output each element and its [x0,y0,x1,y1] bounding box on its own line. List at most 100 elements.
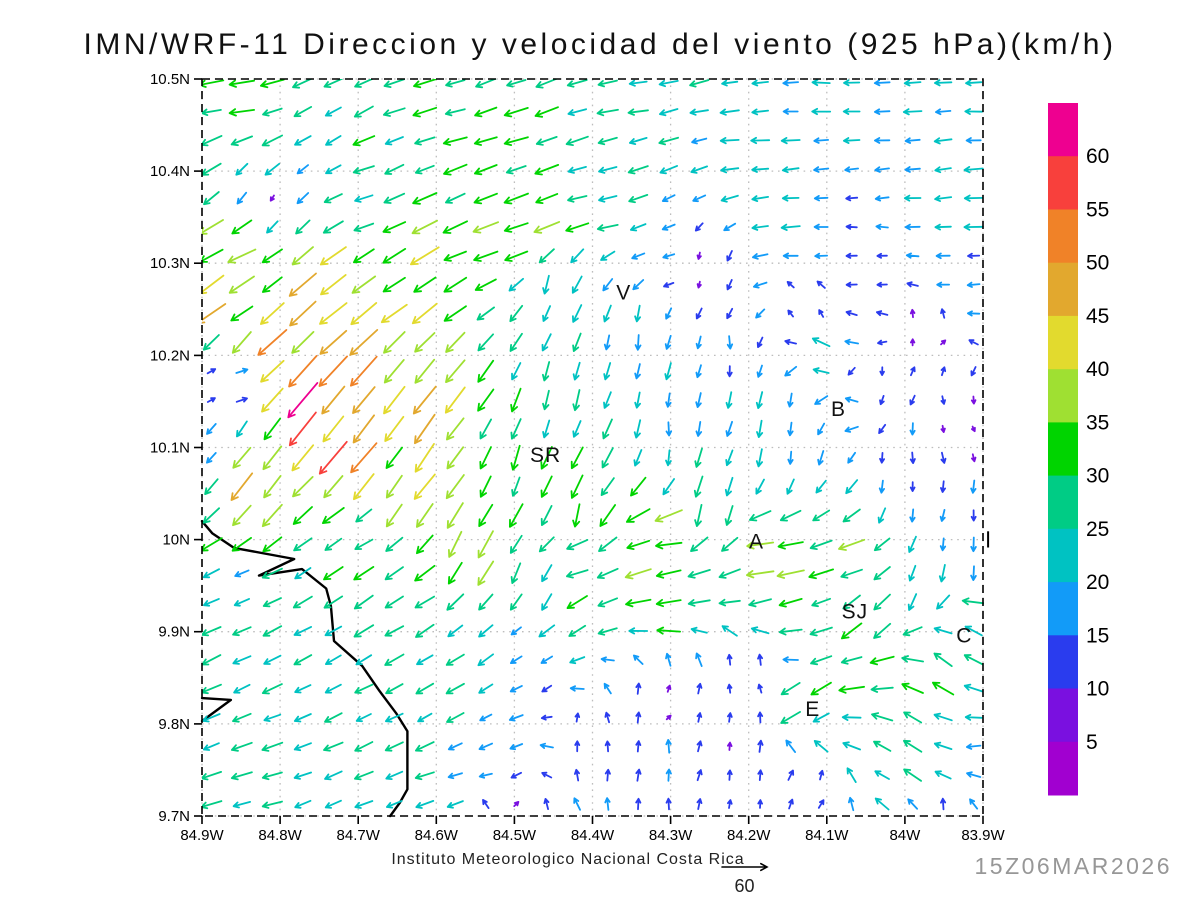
wind-vector [293,537,313,552]
wind-vector [206,452,217,464]
wind-vector [842,741,861,751]
wind-vector [908,564,917,582]
reference-arrow [721,862,769,872]
wind-vector [813,740,829,753]
wind-vector [785,739,796,753]
wind-vector [234,569,250,578]
wind-vector [503,107,529,118]
wind-vector [202,568,220,579]
wind-vector [756,419,764,438]
y-axis-tick-label: 9.7N [158,808,190,825]
wind-vector [633,449,643,467]
wind-vector [354,683,374,694]
wind-vector [963,194,984,202]
wind-vector [726,250,733,262]
y-axis-tick-label: 10.4N [150,163,190,180]
wind-vector [236,420,248,438]
wind-vector [293,771,312,780]
wind-vector [261,741,284,752]
wind-vector [663,282,675,288]
wind-vector [628,627,649,635]
wind-vector [626,539,651,550]
wind-vector [906,281,919,288]
wind-vector [787,450,794,465]
wind-vector [877,339,888,346]
wind-vector [292,506,313,525]
wind-vector [815,479,827,494]
wind-vector [448,530,463,558]
wind-vector [385,712,404,723]
wind-vector [721,79,739,87]
wind-vector [662,478,675,496]
wind-vector [655,598,682,608]
wind-vector [509,503,524,528]
wind-vector [812,367,830,374]
wind-vector [503,136,529,146]
colorbar-label: 55 [1086,199,1109,222]
wind-vector [903,711,923,724]
wind-vector [323,79,344,88]
wind-vector [658,136,679,146]
wind-vector [572,361,581,381]
wind-vector [600,250,616,261]
colorbar-segment [1048,582,1078,636]
wind-vector [447,772,463,780]
wind-vector [202,79,225,88]
x-axis-tick-label: 84.6W [415,827,459,844]
wind-vector [726,769,733,781]
wind-vector [940,339,947,346]
wind-vector [692,194,707,203]
wind-vector [509,685,523,693]
wind-vector [354,800,374,809]
wind-vector [571,275,583,294]
wind-vector [266,220,279,234]
wind-vector [934,166,952,174]
wind-vector [202,108,222,116]
wind-vector [385,503,403,528]
wind-vector [202,771,222,781]
wind-vector [566,539,589,551]
wind-vector [384,566,404,581]
x-axis-tick-label: 84.8W [258,827,302,844]
wind-vector [756,336,764,348]
wind-vector [353,222,375,233]
wind-vector [414,413,436,445]
wind-vector [625,598,652,608]
wind-vector [350,355,378,387]
wind-vector [510,655,523,664]
wind-vector [535,79,558,89]
wind-vector [786,281,795,289]
wind-vector [202,537,223,552]
wind-vector [447,624,464,638]
wind-vector [909,481,916,492]
wind-vector [570,248,585,264]
wind-vector [506,79,527,88]
wind-vector [322,415,345,443]
wind-vector [690,165,708,174]
wind-vector [477,653,494,667]
wind-vector [691,137,708,145]
wind-vector [596,108,619,117]
wind-vector [784,339,797,345]
wind-vector [353,566,375,581]
wind-vector [570,474,584,499]
wind-vector [482,799,490,809]
wind-vector [325,135,342,146]
wind-vector [599,504,616,527]
city-marker-B: B [831,398,846,421]
wind-vector [816,280,826,289]
colorbar: 60 55 50 45 40 35 30 25 20 15 10 5 [1048,103,1109,796]
wind-vector [662,253,676,260]
city-marker-SJ: SJ [842,601,869,624]
colorbar-segment [1048,422,1078,477]
wind-vector [934,223,952,231]
wind-vector [324,625,343,637]
wind-vector [696,251,702,260]
wind-vector [567,166,587,174]
wind-vector [665,768,672,782]
wind-vector [634,363,641,380]
wind-vector [635,768,642,782]
wind-vector [204,478,219,495]
wind-vector [412,192,438,205]
